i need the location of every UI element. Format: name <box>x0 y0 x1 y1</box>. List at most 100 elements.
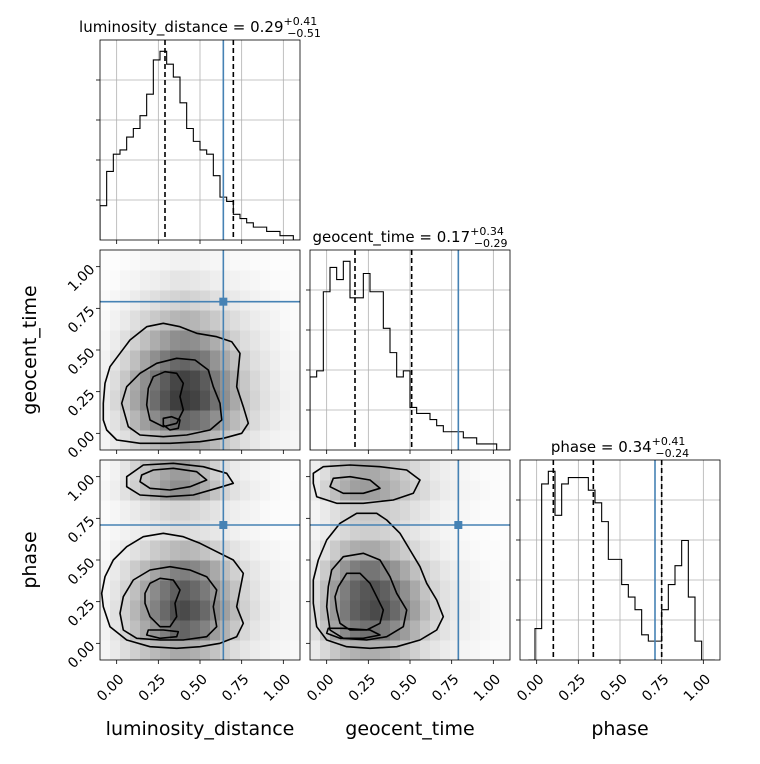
density-cell <box>260 480 271 501</box>
density-cell <box>420 620 431 641</box>
density-cell <box>280 430 291 450</box>
density-cell <box>470 560 481 581</box>
density-cell <box>140 350 151 371</box>
density-cell <box>180 500 191 521</box>
density-cell <box>250 290 261 311</box>
density-cell <box>240 430 251 450</box>
density-cell <box>330 580 341 601</box>
density-cell <box>450 460 461 481</box>
density-cell <box>400 600 411 621</box>
density-cell <box>150 410 161 431</box>
density-cell <box>390 480 401 501</box>
density-cell <box>160 390 171 411</box>
density-cell <box>240 560 251 581</box>
x-tick-label: 1.00 <box>681 672 714 705</box>
density-cell <box>500 540 510 561</box>
density-cell <box>480 600 491 621</box>
density-cell <box>200 620 211 641</box>
density-cell <box>490 460 501 481</box>
density-cell <box>180 560 191 581</box>
density-cell <box>190 640 201 660</box>
density-cell <box>310 460 321 481</box>
density-cell <box>260 410 271 431</box>
contour-level-4 <box>329 475 381 495</box>
title-median: luminosity_distance = 0.29 <box>79 18 283 37</box>
density-cell <box>450 480 461 501</box>
density-cell <box>210 310 221 331</box>
density-cell <box>470 640 481 660</box>
density-cell <box>190 540 201 561</box>
density-cell <box>360 540 371 561</box>
contour-level-0 <box>100 532 245 650</box>
density-cell <box>350 520 361 541</box>
density-cell <box>180 310 191 331</box>
density-cell <box>150 390 161 411</box>
density-cell <box>140 620 151 641</box>
x-tick-label: 0.75 <box>639 672 672 705</box>
density-cell <box>250 370 261 391</box>
density-cell <box>210 640 221 660</box>
density-cell <box>280 330 291 351</box>
title-phase: phase = 0.34+0.41 −0.24 <box>551 435 689 460</box>
density-cell <box>140 410 151 431</box>
density-cell <box>150 560 161 581</box>
title-geocent_time: geocent_time = 0.17+0.34 −0.29 <box>312 225 507 250</box>
density-cell <box>350 480 361 501</box>
contour-level-1 <box>119 565 218 641</box>
density-cell <box>210 560 221 581</box>
x-tick-label: 0.50 <box>387 672 420 705</box>
density-cell <box>280 500 291 521</box>
density-cell <box>290 620 300 641</box>
density-cell <box>440 620 451 641</box>
density-cell <box>500 480 510 501</box>
density-cell <box>270 270 281 291</box>
density-cell <box>100 330 111 351</box>
density-cell <box>230 560 241 581</box>
density-cell <box>190 310 201 331</box>
density-cell <box>270 460 281 481</box>
density-cell <box>120 370 131 391</box>
density-cell <box>110 640 121 660</box>
density-cell <box>240 390 251 411</box>
density-cell <box>420 520 431 541</box>
density-cell <box>100 290 111 311</box>
density-cell <box>190 390 201 411</box>
density-cell <box>270 540 281 561</box>
density-cell <box>240 410 251 431</box>
density-cell <box>330 500 341 521</box>
density-cell <box>100 350 111 371</box>
density-cell <box>240 250 251 271</box>
density-cell <box>480 480 491 501</box>
density-cell <box>480 520 491 541</box>
density-cell <box>200 640 211 660</box>
x-tick-label: 0.25 <box>346 672 379 705</box>
density-cell <box>210 270 221 291</box>
density-cell <box>110 290 121 311</box>
density-cell <box>420 480 431 501</box>
density-cell <box>190 620 201 641</box>
density-cell <box>110 520 121 541</box>
density-cell <box>420 460 431 481</box>
density-cell <box>320 520 331 541</box>
density-cell <box>230 520 241 541</box>
density-cell <box>200 540 211 561</box>
density-cell <box>440 560 451 581</box>
x-tick-label: 0.00 <box>304 672 337 705</box>
density-cell <box>160 410 171 431</box>
density-cell <box>270 520 281 541</box>
density-cell <box>480 640 491 660</box>
density-cell <box>260 330 271 351</box>
x-tick-label: 0.75 <box>219 672 252 705</box>
density-cell <box>240 270 251 291</box>
y-tick-label: 0.50 <box>65 345 98 378</box>
density-cell <box>100 270 111 291</box>
density-cell <box>320 460 331 481</box>
density-cell <box>320 480 331 501</box>
density-cell <box>130 500 141 521</box>
density-cell <box>480 500 491 521</box>
density-cell <box>360 500 371 521</box>
density-cell <box>120 560 131 581</box>
density-cell <box>100 540 111 561</box>
density-cell <box>250 330 261 351</box>
density-cell <box>230 330 241 351</box>
